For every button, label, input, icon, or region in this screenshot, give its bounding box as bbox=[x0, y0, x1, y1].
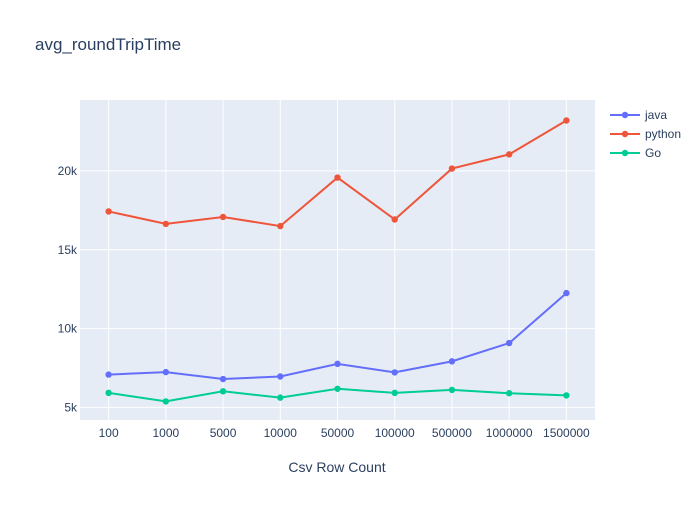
data-point-go bbox=[277, 394, 284, 401]
data-point-python bbox=[277, 222, 284, 230]
data-point-go bbox=[334, 385, 341, 392]
x-tick-label: 1000000 bbox=[486, 426, 533, 440]
data-point-python bbox=[505, 151, 513, 158]
x-axis-title: Csv Row Count bbox=[288, 459, 385, 475]
legend-label[interactable]: Go bbox=[645, 146, 661, 160]
x-tick-label: 100000 bbox=[375, 426, 415, 440]
legend-label[interactable]: python bbox=[645, 127, 681, 141]
data-point-python bbox=[391, 216, 398, 223]
data-point-java bbox=[162, 368, 170, 376]
x-tick-label: 10000 bbox=[264, 426, 298, 440]
x-tick-label: 100 bbox=[99, 426, 119, 440]
y-tick-label: 20k bbox=[58, 164, 78, 178]
data-point-python bbox=[162, 220, 170, 228]
legend-swatch-marker bbox=[621, 111, 629, 119]
data-point-java bbox=[219, 375, 227, 383]
chart-title: avg_roundTripTime bbox=[35, 35, 181, 54]
data-point-go bbox=[391, 389, 398, 397]
series-lines bbox=[105, 117, 570, 405]
x-tick-label: 50000 bbox=[321, 426, 355, 440]
data-point-go bbox=[162, 398, 170, 405]
legend-swatch-marker bbox=[621, 130, 629, 138]
data-point-go bbox=[505, 390, 513, 397]
data-point-go bbox=[563, 392, 570, 399]
data-point-python bbox=[563, 117, 570, 124]
data-point-python bbox=[334, 174, 341, 181]
data-point-go bbox=[448, 386, 456, 394]
data-point-python bbox=[105, 208, 112, 215]
data-point-java bbox=[105, 371, 112, 378]
data-point-go bbox=[105, 389, 112, 397]
axis-labels: 100 1000 5000 10000 50000 100000 500000 1000000… bbox=[58, 164, 590, 440]
x-tick-label: 1500000 bbox=[543, 426, 590, 440]
legend-label[interactable]: java bbox=[644, 108, 667, 122]
data-point-python bbox=[448, 165, 456, 172]
data-point-java bbox=[277, 373, 284, 380]
y-tick-label: 15k bbox=[58, 243, 78, 257]
data-point-java bbox=[505, 339, 513, 347]
legend: java python Go bbox=[610, 108, 681, 160]
data-point-go bbox=[219, 388, 227, 395]
data-point-java bbox=[563, 289, 570, 297]
x-tick-label: 500000 bbox=[432, 426, 472, 440]
legend-swatch-marker bbox=[621, 149, 629, 157]
data-point-python bbox=[219, 213, 227, 221]
x-tick-label: 1000 bbox=[152, 426, 179, 440]
data-point-java bbox=[391, 369, 398, 376]
y-tick-label: 5k bbox=[64, 400, 78, 414]
x-tick-label: 5000 bbox=[210, 426, 237, 440]
data-point-java bbox=[334, 360, 341, 368]
y-tick-label: 10k bbox=[58, 322, 78, 336]
data-point-java bbox=[448, 358, 456, 365]
